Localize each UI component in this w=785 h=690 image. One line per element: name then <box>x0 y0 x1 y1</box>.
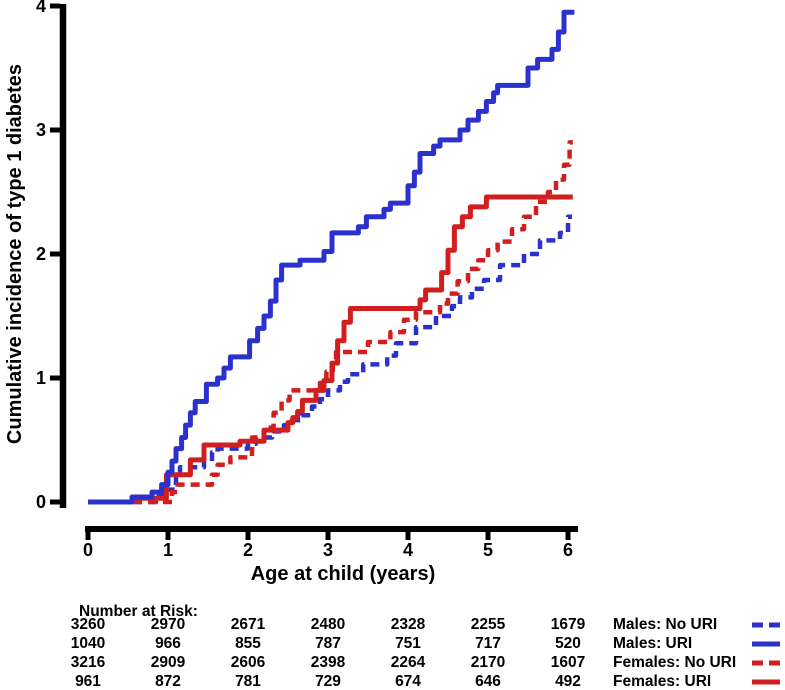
curve-females-no-uri <box>88 140 573 505</box>
y-axis-title: Cumulative incidence of type 1 diabetes <box>4 63 26 445</box>
curve-males-no-uri <box>88 214 572 505</box>
curve-males-uri <box>88 9 575 505</box>
x-axis-title: Age at child (years) <box>250 563 436 585</box>
curve-females-uri <box>88 194 573 505</box>
